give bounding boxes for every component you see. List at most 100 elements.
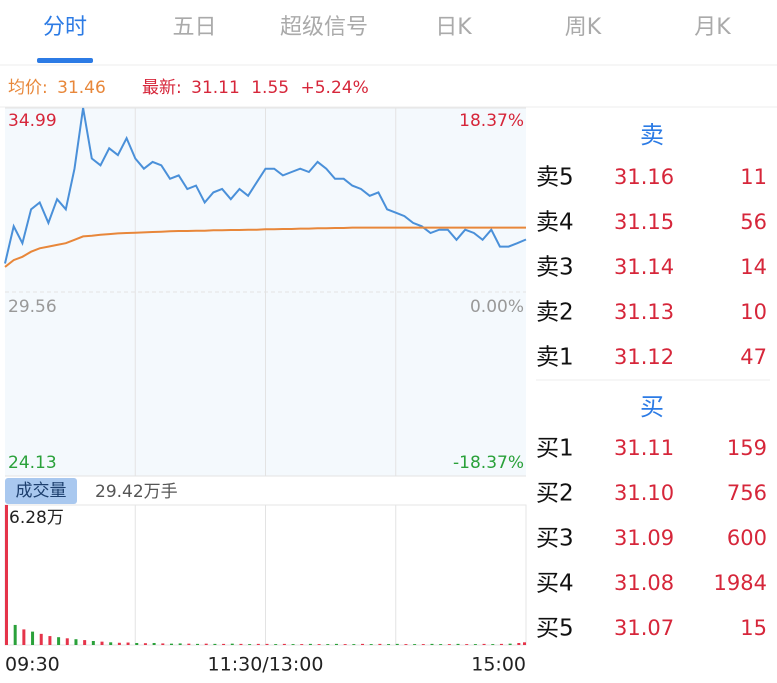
volume-bar <box>265 643 269 645</box>
volume-bar <box>74 639 78 645</box>
book-label: 卖4 <box>536 210 574 236</box>
book-price: 31.08 <box>614 571 674 595</box>
volume-bar <box>48 636 52 645</box>
volume-bar <box>282 643 286 645</box>
book-label: 买4 <box>536 571 574 597</box>
volume-bar <box>421 644 425 645</box>
volume-bar <box>300 644 304 645</box>
volume-bar <box>22 629 26 645</box>
y-tick-label: 29.56 <box>8 297 57 317</box>
avg-label: 均价: <box>8 78 48 98</box>
volume-bar <box>169 643 173 645</box>
volume-bar <box>213 643 217 645</box>
book-label: 卖3 <box>536 255 574 281</box>
tab[interactable]: 五日 <box>172 15 216 40</box>
book-price: 31.11 <box>614 436 674 460</box>
volume-bar <box>430 643 434 645</box>
volume-bar <box>143 643 147 645</box>
book-price: 31.07 <box>614 616 674 640</box>
y2-tick-label: -18.37% <box>453 453 524 473</box>
book-label: 买2 <box>536 481 574 507</box>
book-volume: 47 <box>740 345 767 369</box>
volume-bar <box>187 643 191 645</box>
buy-title: 买 <box>640 393 664 421</box>
change-value: 1.55 <box>251 78 289 98</box>
volume-bar <box>222 643 226 645</box>
volume-bar <box>413 644 417 645</box>
volume-bar <box>204 643 208 645</box>
y2-tick-label: 0.00% <box>470 297 524 317</box>
volume-bar <box>13 624 17 645</box>
active-tab-indicator <box>37 58 93 63</box>
volume-bar <box>517 642 521 645</box>
book-volume: 14 <box>740 255 767 279</box>
book-volume: 15 <box>740 616 767 640</box>
volume-bar <box>523 642 526 645</box>
volume-bar <box>508 643 512 645</box>
book-volume: 56 <box>740 210 767 234</box>
book-price: 31.12 <box>614 345 674 369</box>
volume-bar <box>126 642 130 645</box>
tab[interactable]: 超级信号 <box>280 15 368 40</box>
book-price: 31.15 <box>614 210 674 234</box>
tab[interactable]: 日K <box>435 15 472 40</box>
book-price: 31.14 <box>614 255 674 279</box>
volume-bar <box>334 643 338 645</box>
latest-value: 31.11 <box>191 78 240 98</box>
quote-line-latest: 最新: 31.11 1.55 +5.24% <box>142 78 369 98</box>
latest-label: 最新: <box>142 78 182 98</box>
volume-bar <box>117 642 121 645</box>
price-line <box>4 226 526 268</box>
x-tick-label: 11:30/13:00 <box>208 654 324 676</box>
book-label: 卖2 <box>536 300 574 326</box>
quote-line-avg: 均价: 31.46 <box>8 78 106 98</box>
tab[interactable]: 月K <box>694 15 731 40</box>
volume-bar <box>100 641 104 645</box>
volume-bar <box>482 643 486 645</box>
volume-bar <box>135 642 139 645</box>
volume-bar <box>491 644 495 645</box>
volume-bar <box>5 505 8 645</box>
tab[interactable]: 周K <box>565 15 602 40</box>
book-price: 31.09 <box>614 526 674 550</box>
change-pct: +5.24% <box>300 78 368 98</box>
x-tick-label: 09:30 <box>5 654 60 676</box>
volume-bar <box>65 638 69 645</box>
volume-bar <box>196 643 200 645</box>
volume-bar <box>499 643 503 645</box>
volume-bar <box>57 637 61 645</box>
y-tick-label: 34.99 <box>8 111 57 131</box>
book-volume: 159 <box>727 436 767 460</box>
volume-bar <box>152 642 156 645</box>
volume-bar <box>317 644 321 645</box>
volume-bar <box>178 643 182 645</box>
book-price: 31.16 <box>614 165 674 189</box>
book-price: 31.10 <box>614 481 674 505</box>
volume-bar <box>248 644 252 645</box>
book-label: 买3 <box>536 526 574 552</box>
volume-bar <box>456 643 460 645</box>
sell-title: 卖 <box>640 121 664 149</box>
book-label: 卖1 <box>536 345 574 371</box>
avg-value: 31.46 <box>57 78 106 98</box>
volume-bar <box>239 643 243 645</box>
volume-bar <box>378 643 382 645</box>
book-price: 31.13 <box>614 300 674 324</box>
book-label: 买1 <box>536 436 574 462</box>
book-volume: 756 <box>727 481 767 505</box>
volume-bar <box>404 644 408 645</box>
book-label: 买5 <box>536 616 574 642</box>
volume-bar <box>308 643 312 645</box>
volume-bar <box>352 644 356 645</box>
tab[interactable]: 分时 <box>43 15 87 40</box>
volume-bar <box>447 644 451 645</box>
volume-total: 29.42万手 <box>95 482 178 502</box>
volume-bar <box>326 644 330 645</box>
book-volume: 600 <box>727 526 767 550</box>
volume-badge <box>5 478 77 504</box>
volume-bar <box>465 644 469 645</box>
volume-bar <box>109 642 113 645</box>
volume-bar <box>83 640 87 645</box>
volume-bar <box>439 644 443 645</box>
